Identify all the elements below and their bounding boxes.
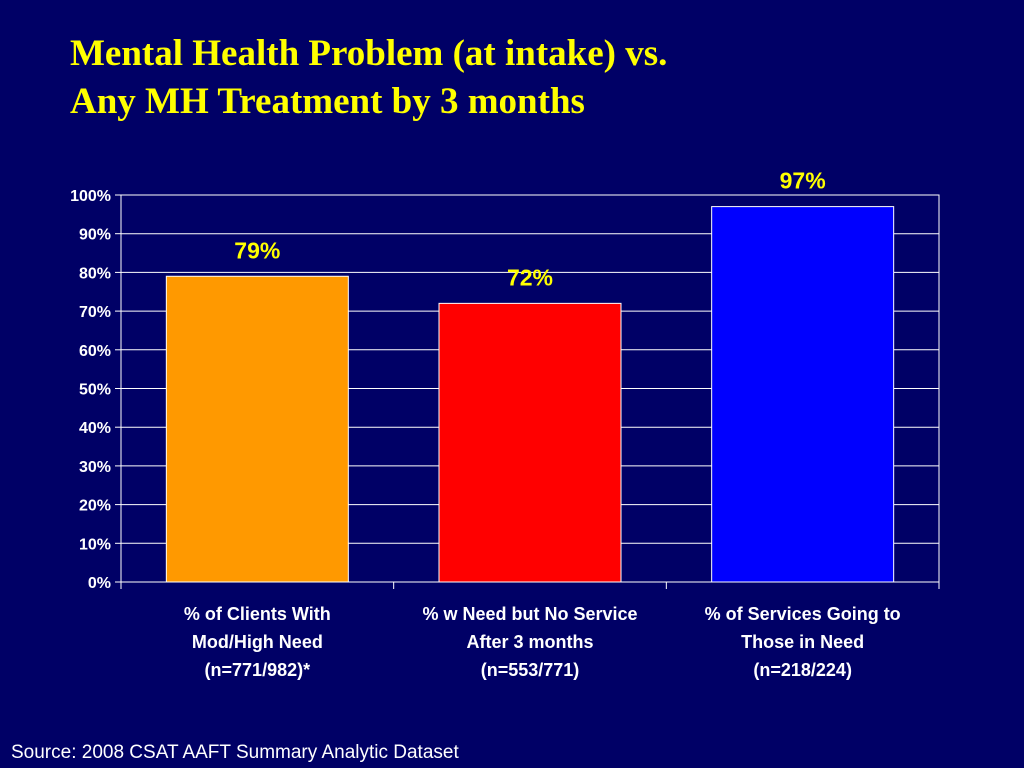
x-tick-label: % of Clients With Mod/High Need (n=771/982… bbox=[184, 604, 331, 680]
x-tick-label-line: (n=771/982)* bbox=[205, 660, 311, 680]
data-label: 97% bbox=[780, 168, 826, 194]
data-label: 72% bbox=[507, 264, 553, 290]
x-tick-label: % of Services Going to Those in Need (n=21… bbox=[705, 604, 901, 680]
y-tick-label: 50% bbox=[79, 382, 111, 399]
x-tick-label: % w Need but No Service After 3 months (n=… bbox=[422, 604, 637, 680]
y-tick-label: 40% bbox=[79, 420, 111, 437]
y-tick-label: 0% bbox=[88, 575, 111, 592]
y-tick-label: 100% bbox=[70, 188, 111, 205]
x-tick-label-line: Those in Need bbox=[741, 632, 864, 652]
x-tick-label-line: (n=553/771) bbox=[481, 660, 580, 680]
y-tick-label: 70% bbox=[79, 304, 111, 321]
x-tick-label-line: After 3 months bbox=[466, 632, 593, 652]
x-tick-label-line: (n=218/224) bbox=[753, 660, 852, 680]
source-note: Source: 2008 CSAT AAFT Summary Analytic … bbox=[11, 742, 459, 763]
x-tick-label-line: % of Clients With bbox=[184, 604, 331, 624]
y-tick-label: 60% bbox=[79, 343, 111, 360]
slide-title: Mental Health Problem (at intake) vs. An… bbox=[70, 30, 667, 126]
y-tick-label: 10% bbox=[79, 536, 111, 553]
y-tick-label: 30% bbox=[79, 459, 111, 476]
x-tick-label-line: Mod/High Need bbox=[192, 632, 323, 652]
bar bbox=[711, 206, 895, 583]
y-tick-label: 90% bbox=[79, 227, 111, 244]
y-tick-label: 20% bbox=[79, 498, 111, 515]
slide-title-line-1: Mental Health Problem (at intake) vs. bbox=[70, 33, 668, 74]
slide-title-line-2: Any MH Treatment by 3 months bbox=[70, 81, 585, 122]
bar bbox=[438, 302, 622, 583]
x-tick-label-line: % w Need but No Service bbox=[422, 604, 637, 624]
x-tick-label-line: % of Services Going to bbox=[705, 604, 901, 624]
y-tick-label: 80% bbox=[79, 265, 111, 282]
data-label: 79% bbox=[234, 237, 280, 263]
bar bbox=[165, 275, 349, 583]
